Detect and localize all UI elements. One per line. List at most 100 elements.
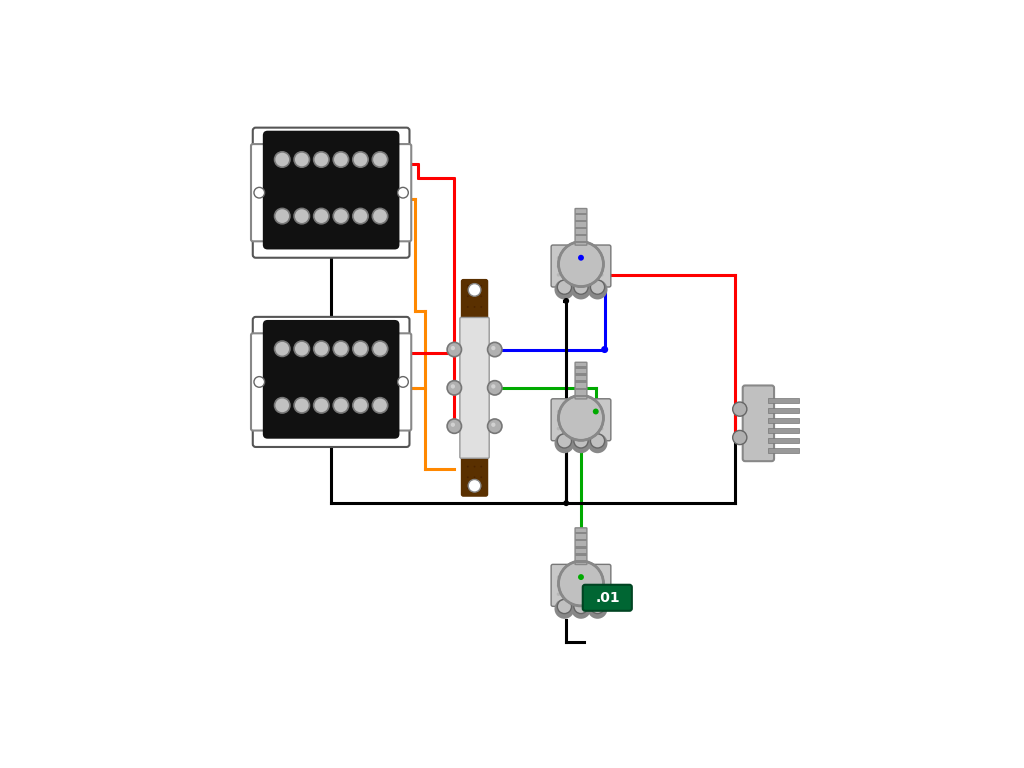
Circle shape	[582, 592, 585, 596]
Circle shape	[588, 584, 591, 588]
Circle shape	[467, 445, 469, 446]
Circle shape	[557, 419, 560, 422]
Circle shape	[600, 273, 603, 276]
Circle shape	[557, 427, 560, 430]
Bar	[575, 373, 587, 376]
Circle shape	[557, 257, 560, 260]
Circle shape	[557, 435, 560, 439]
Circle shape	[575, 427, 579, 430]
Circle shape	[480, 423, 482, 425]
Circle shape	[588, 280, 607, 300]
Circle shape	[480, 487, 482, 488]
Circle shape	[569, 584, 572, 588]
Circle shape	[582, 584, 585, 588]
Circle shape	[480, 316, 482, 319]
Bar	[575, 553, 587, 555]
Circle shape	[557, 592, 560, 596]
Circle shape	[333, 152, 348, 167]
Circle shape	[451, 422, 455, 427]
Circle shape	[353, 152, 369, 167]
Circle shape	[492, 346, 496, 350]
Circle shape	[575, 435, 579, 439]
Circle shape	[588, 575, 591, 579]
Circle shape	[480, 391, 482, 393]
FancyBboxPatch shape	[551, 399, 611, 441]
FancyBboxPatch shape	[263, 188, 399, 250]
Circle shape	[467, 455, 469, 457]
Circle shape	[373, 152, 388, 167]
Circle shape	[294, 152, 309, 167]
Circle shape	[569, 427, 572, 430]
Bar	[575, 395, 587, 397]
Circle shape	[600, 592, 603, 596]
Circle shape	[558, 396, 603, 440]
Circle shape	[573, 599, 588, 614]
Circle shape	[557, 599, 571, 614]
Circle shape	[582, 427, 585, 430]
Circle shape	[563, 601, 566, 604]
Circle shape	[474, 359, 475, 361]
Circle shape	[582, 265, 585, 268]
Circle shape	[578, 574, 584, 580]
Circle shape	[474, 402, 475, 404]
Circle shape	[492, 384, 496, 389]
FancyBboxPatch shape	[253, 317, 410, 447]
Circle shape	[487, 343, 502, 356]
Circle shape	[563, 575, 566, 579]
Circle shape	[467, 285, 469, 286]
Circle shape	[588, 592, 591, 596]
Bar	[575, 233, 587, 237]
Circle shape	[480, 327, 482, 329]
Circle shape	[467, 476, 469, 478]
Circle shape	[474, 391, 475, 393]
Circle shape	[571, 280, 591, 300]
Circle shape	[313, 398, 329, 413]
FancyBboxPatch shape	[263, 131, 399, 192]
Circle shape	[474, 455, 475, 457]
Circle shape	[557, 273, 560, 276]
Circle shape	[588, 435, 591, 439]
Circle shape	[563, 592, 566, 596]
Circle shape	[467, 327, 469, 329]
Circle shape	[333, 341, 348, 356]
Circle shape	[588, 265, 591, 268]
Circle shape	[575, 265, 579, 268]
Circle shape	[600, 435, 603, 439]
Circle shape	[588, 410, 591, 413]
Circle shape	[557, 282, 560, 285]
Circle shape	[563, 282, 566, 285]
Circle shape	[467, 412, 469, 414]
Circle shape	[294, 208, 309, 223]
Circle shape	[487, 419, 502, 433]
Circle shape	[575, 410, 579, 413]
Circle shape	[274, 208, 290, 223]
FancyBboxPatch shape	[263, 320, 399, 382]
Circle shape	[397, 376, 409, 387]
Circle shape	[480, 465, 482, 468]
Circle shape	[594, 282, 597, 285]
FancyBboxPatch shape	[253, 127, 410, 258]
Circle shape	[569, 410, 572, 413]
FancyBboxPatch shape	[583, 584, 632, 611]
Circle shape	[563, 298, 569, 304]
Circle shape	[591, 434, 604, 448]
Circle shape	[593, 409, 599, 415]
Circle shape	[467, 434, 469, 435]
Circle shape	[373, 341, 388, 356]
Circle shape	[467, 402, 469, 404]
Circle shape	[474, 349, 475, 350]
Circle shape	[474, 412, 475, 414]
Circle shape	[451, 384, 455, 389]
Bar	[768, 419, 799, 423]
Circle shape	[294, 341, 309, 356]
FancyBboxPatch shape	[263, 377, 399, 439]
Circle shape	[600, 419, 603, 422]
Circle shape	[563, 273, 566, 276]
Circle shape	[468, 283, 481, 296]
Circle shape	[467, 465, 469, 468]
Bar	[768, 399, 799, 403]
Circle shape	[480, 349, 482, 350]
Circle shape	[588, 433, 607, 453]
Circle shape	[588, 601, 591, 604]
Circle shape	[582, 410, 585, 413]
